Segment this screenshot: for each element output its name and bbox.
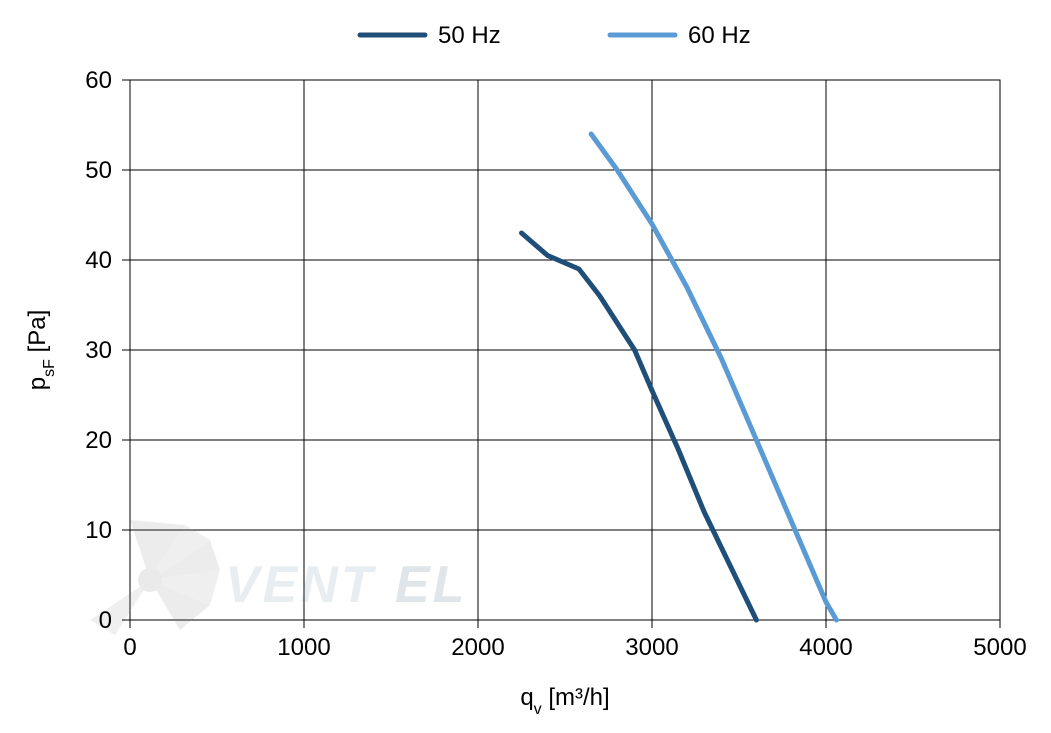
svg-text:4000: 4000 xyxy=(799,634,852,661)
legend-label: 50 Hz xyxy=(438,22,501,49)
x-axis-ticks: 0 1000 2000 3000 4000 5000 xyxy=(123,634,1026,661)
legend-label: 60 Hz xyxy=(688,22,751,49)
chart-svg: VENT EL 0 1000 2000 3000 4000 5000 0 10 20 30 40 5… xyxy=(0,0,1051,733)
legend: 50 Hz 60 Hz xyxy=(360,22,751,49)
svg-text:2000: 2000 xyxy=(451,634,504,661)
y-axis-label: psF [Pa] xyxy=(24,310,58,391)
svg-text:20: 20 xyxy=(85,427,112,454)
svg-text:5000: 5000 xyxy=(973,634,1026,661)
svg-text:0: 0 xyxy=(123,634,136,661)
svg-text:30: 30 xyxy=(85,337,112,364)
y-tick-marks xyxy=(122,80,130,620)
svg-text:60: 60 xyxy=(85,67,112,94)
y-axis-ticks: 0 10 20 30 40 50 60 xyxy=(85,67,112,634)
svg-text:EL: EL xyxy=(395,556,467,614)
x-axis-label: qv [m³/h] xyxy=(520,684,609,718)
svg-text:VENT: VENT xyxy=(225,556,377,614)
chart-container: VENT EL 0 1000 2000 3000 4000 5000 0 10 20 30 40 5… xyxy=(0,0,1051,733)
svg-text:40: 40 xyxy=(85,247,112,274)
svg-text:50: 50 xyxy=(85,157,112,184)
svg-text:10: 10 xyxy=(85,517,112,544)
svg-text:1000: 1000 xyxy=(277,634,330,661)
svg-text:3000: 3000 xyxy=(625,634,678,661)
x-tick-marks xyxy=(130,620,1000,628)
svg-text:0: 0 xyxy=(99,607,112,634)
